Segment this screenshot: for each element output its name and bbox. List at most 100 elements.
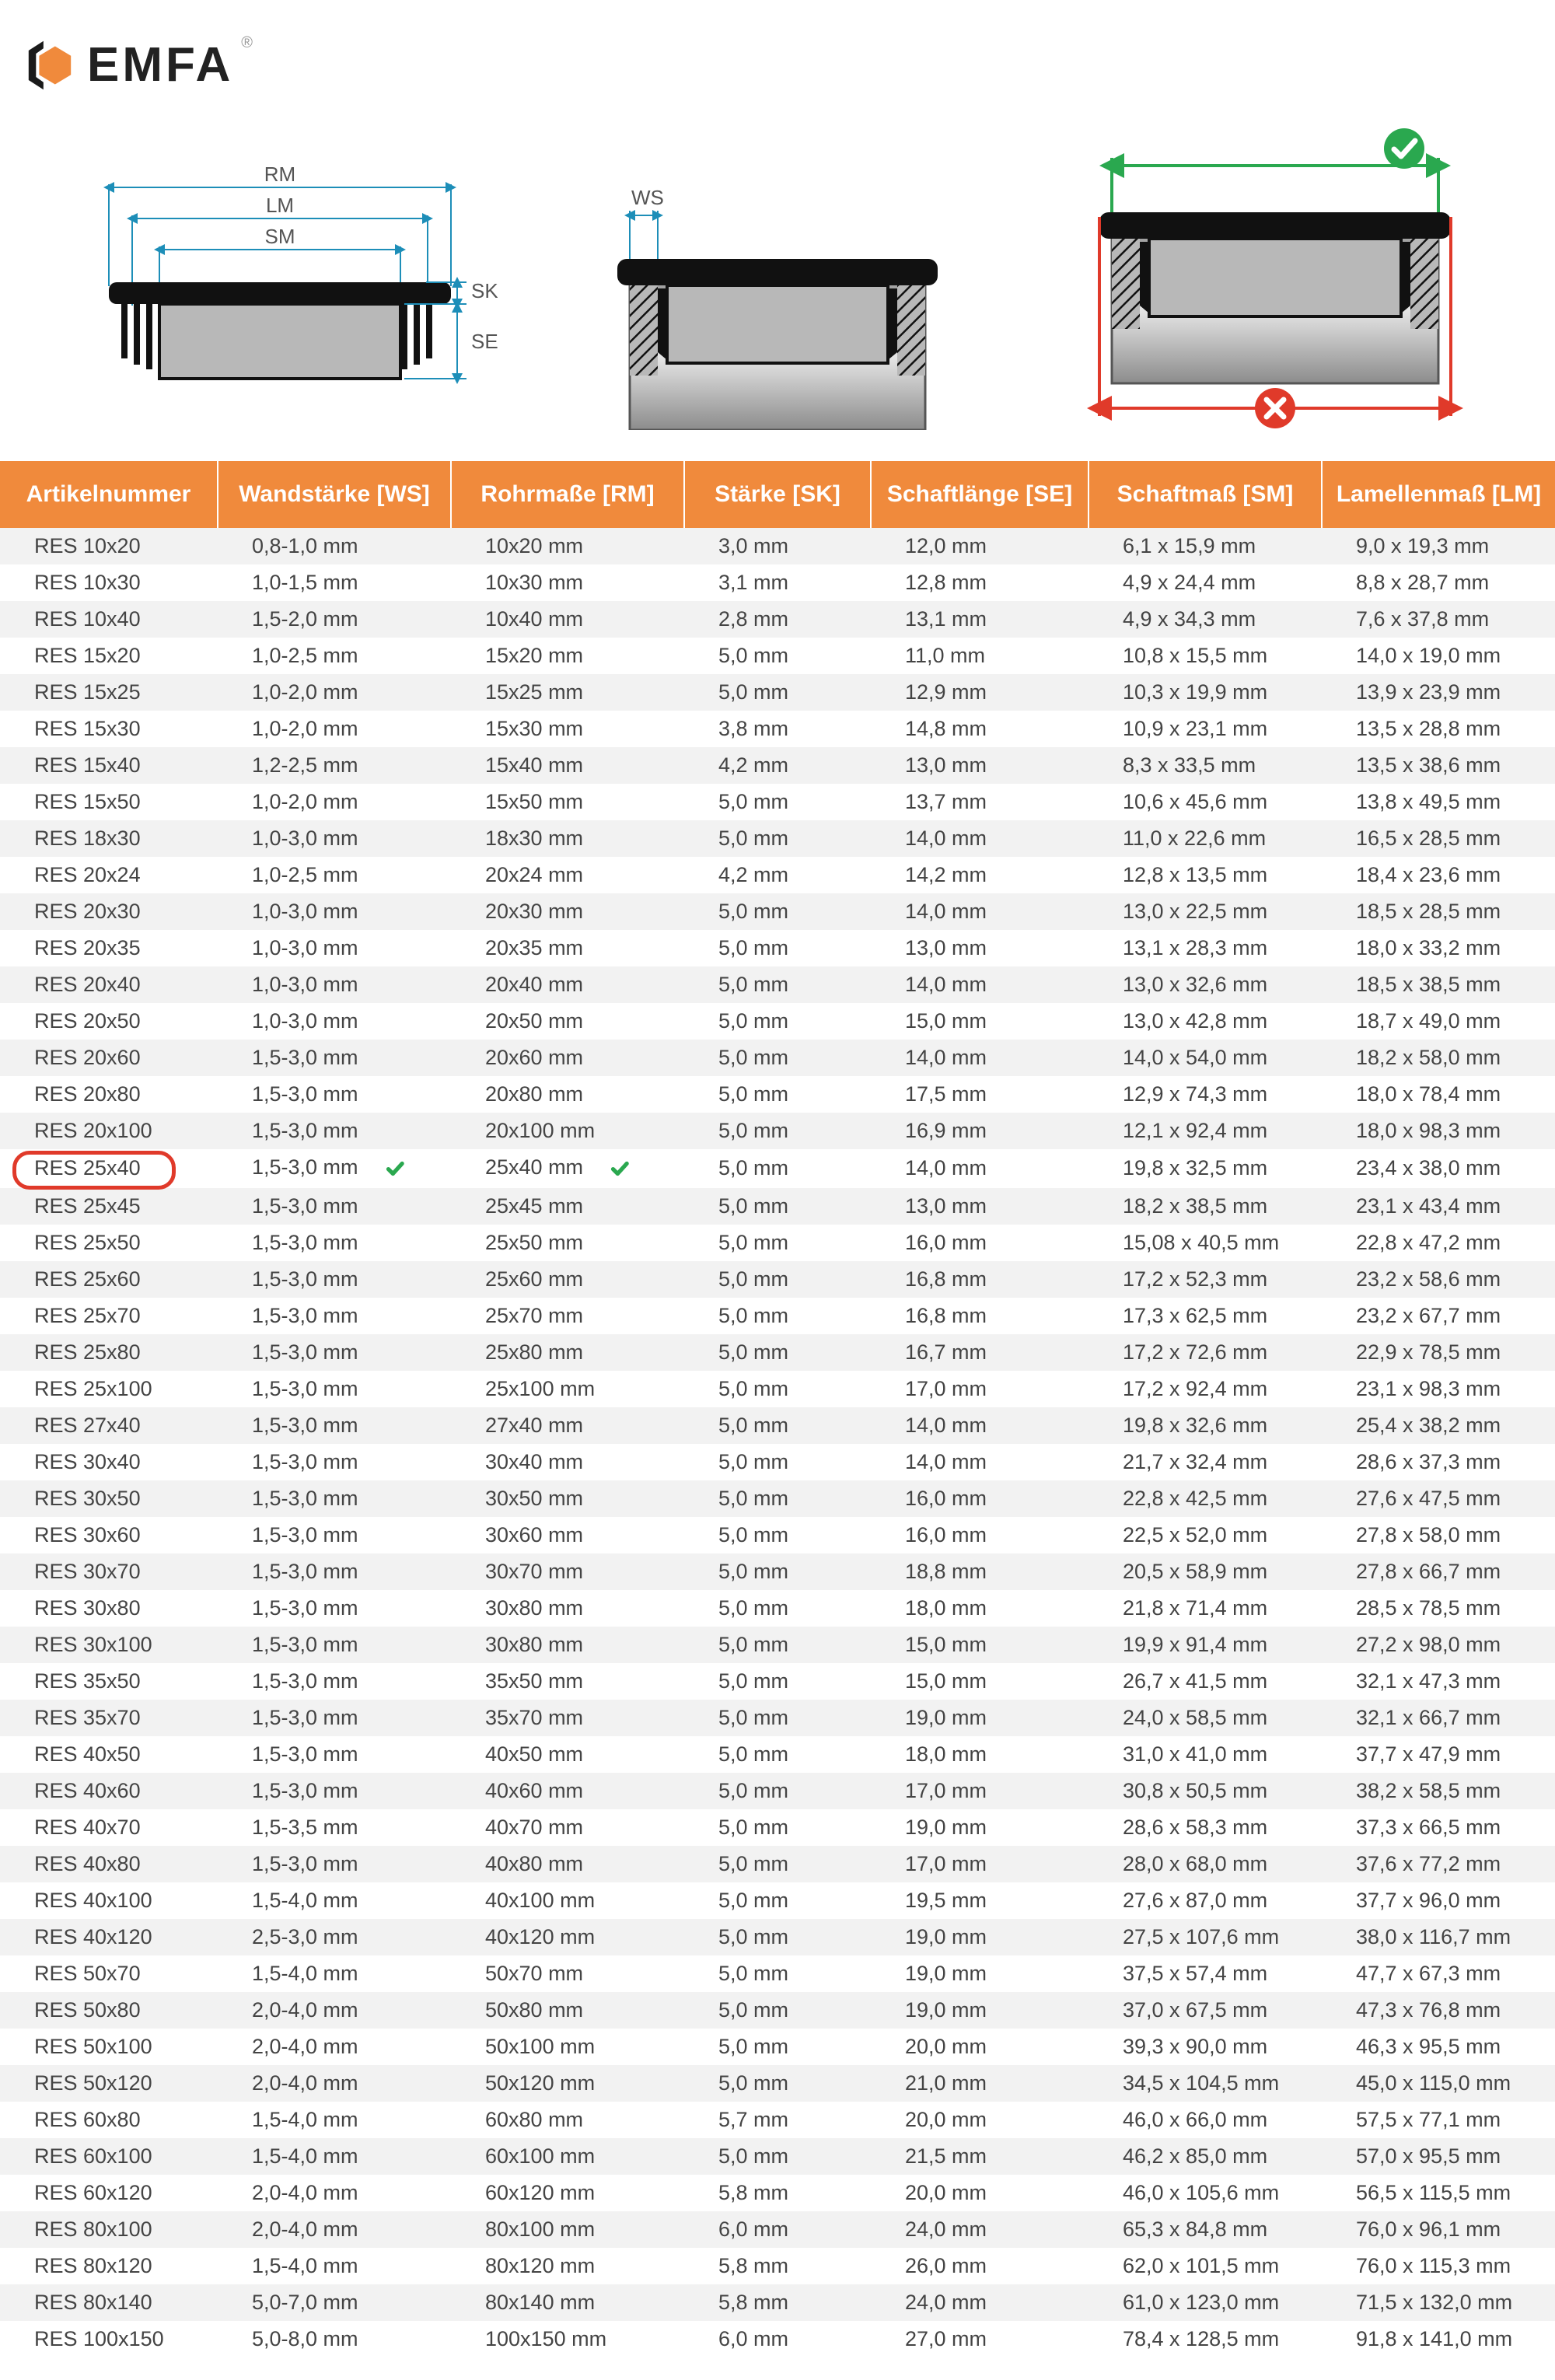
table-cell: RES 100x150 <box>0 2321 218 2357</box>
table-cell: RES 40x50 <box>0 1736 218 1773</box>
table-cell: 30x80 mm <box>451 1627 684 1663</box>
table-cell: 2,0-4,0 mm <box>218 2029 451 2065</box>
table-cell: 5,0 mm <box>684 1955 871 1992</box>
table-cell: 1,5-3,0 mm <box>218 1149 451 1188</box>
table-cell: RES 25x100 <box>0 1371 218 1407</box>
table-row: RES 30x701,5-3,0 mm30x70 mm5,0 mm18,8 mm… <box>0 1553 1555 1590</box>
table-cell: 10,6 x 45,6 mm <box>1088 784 1322 820</box>
table-cell: 47,3 x 76,8 mm <box>1322 1992 1555 2029</box>
table-cell: 19,0 mm <box>871 1700 1088 1736</box>
table-cell: 1,5-4,0 mm <box>218 1882 451 1919</box>
table-cell: 10x20 mm <box>451 528 684 564</box>
table-cell: 5,7 mm <box>684 2102 871 2138</box>
table-row: RES 20x1001,5-3,0 mm20x100 mm5,0 mm16,9 … <box>0 1113 1555 1149</box>
table-cell: 46,3 x 95,5 mm <box>1322 2029 1555 2065</box>
table-cell: 25x100 mm <box>451 1371 684 1407</box>
table-cell: 1,0-2,0 mm <box>218 784 451 820</box>
table-cell: 1,5-4,0 mm <box>218 2248 451 2284</box>
table-cell: 23,2 x 67,7 mm <box>1322 1298 1555 1334</box>
table-cell: 1,5-3,0 mm <box>218 1627 451 1663</box>
table-cell: 19,0 mm <box>871 1919 1088 1955</box>
table-cell: 80x100 mm <box>451 2211 684 2248</box>
table-cell: RES 10x40 <box>0 601 218 638</box>
table-row: RES 25x451,5-3,0 mm25x45 mm5,0 mm13,0 mm… <box>0 1188 1555 1225</box>
table-cell: 2,8 mm <box>684 601 871 638</box>
table-cell: RES 35x50 <box>0 1663 218 1700</box>
table-cell: 17,2 x 72,6 mm <box>1088 1334 1322 1371</box>
table-cell: 1,5-4,0 mm <box>218 2102 451 2138</box>
table-cell: 35x50 mm <box>451 1663 684 1700</box>
table-cell: 20x40 mm <box>451 966 684 1003</box>
table-cell: RES 80x100 <box>0 2211 218 2248</box>
logo-registered: ® <box>241 34 253 52</box>
label-ws: WS <box>631 186 664 209</box>
table-cell: 37,3 x 66,5 mm <box>1322 1809 1555 1846</box>
table-cell: 5,0 mm <box>684 1298 871 1334</box>
table-row: RES 27x401,5-3,0 mm27x40 mm5,0 mm14,0 mm… <box>0 1407 1555 1444</box>
table-cell: 76,0 x 96,1 mm <box>1322 2211 1555 2248</box>
table-cell: 14,0 mm <box>871 1407 1088 1444</box>
table-cell: RES 10x20 <box>0 528 218 564</box>
table-cell: 4,2 mm <box>684 747 871 784</box>
table-cell: 50x120 mm <box>451 2065 684 2102</box>
table-cell: 60x80 mm <box>451 2102 684 2138</box>
table-cell: 27,5 x 107,6 mm <box>1088 1919 1322 1955</box>
table-row: RES 40x801,5-3,0 mm40x80 mm5,0 mm17,0 mm… <box>0 1846 1555 1882</box>
table-cell: 1,0-3,0 mm <box>218 966 451 1003</box>
table-cell: 14,2 mm <box>871 857 1088 893</box>
label-sm: SM <box>265 225 295 248</box>
table-cell: 24,0 x 58,5 mm <box>1088 1700 1322 1736</box>
table-cell: RES 35x70 <box>0 1700 218 1736</box>
label-se: SE <box>471 330 498 353</box>
table-cell: 91,8 x 141,0 mm <box>1322 2321 1555 2357</box>
logo-text: EMFA <box>87 37 233 93</box>
table-header: ArtikelnummerWandstärke [WS]Rohrmaße [RM… <box>0 461 1555 528</box>
table-row: RES 20x301,0-3,0 mm20x30 mm5,0 mm14,0 mm… <box>0 893 1555 930</box>
table-cell: 7,6 x 37,8 mm <box>1322 601 1555 638</box>
table-cell: RES 20x35 <box>0 930 218 966</box>
table-cell: 46,0 x 66,0 mm <box>1088 2102 1322 2138</box>
table-row: RES 80x1002,0-4,0 mm80x100 mm6,0 mm24,0 … <box>0 2211 1555 2248</box>
table-cell: 5,0 mm <box>684 1334 871 1371</box>
table-cell: RES 80x140 <box>0 2284 218 2321</box>
table-cell: 1,5-3,0 mm <box>218 1076 451 1113</box>
table-cell: 1,5-3,0 mm <box>218 1371 451 1407</box>
table-cell: 14,0 mm <box>871 1149 1088 1188</box>
table-cell: 46,2 x 85,0 mm <box>1088 2138 1322 2175</box>
table-cell: 1,5-3,0 mm <box>218 1334 451 1371</box>
table-cell: 30,8 x 50,5 mm <box>1088 1773 1322 1809</box>
table-cell: 21,5 mm <box>871 2138 1088 2175</box>
table-cell: 28,0 x 68,0 mm <box>1088 1846 1322 1882</box>
table-cell: 5,0 mm <box>684 1663 871 1700</box>
table-cell: 1,5-3,0 mm <box>218 1700 451 1736</box>
table-cell: 5,0 mm <box>684 1627 871 1663</box>
table-cell: 10x40 mm <box>451 601 684 638</box>
table-cell: 65,3 x 84,8 mm <box>1088 2211 1322 2248</box>
table-cell: 6,0 mm <box>684 2211 871 2248</box>
table-cell: 15x25 mm <box>451 674 684 711</box>
table-cell: 14,0 mm <box>871 893 1088 930</box>
table-row: RES 60x801,5-4,0 mm60x80 mm5,7 mm20,0 mm… <box>0 2102 1555 2138</box>
table-cell: 5,0 mm <box>684 1480 871 1517</box>
table-cell: 57,5 x 77,1 mm <box>1322 2102 1555 2138</box>
table-cell: 20,0 mm <box>871 2029 1088 2065</box>
table-cell: 25,4 x 38,2 mm <box>1322 1407 1555 1444</box>
table-cell: 37,0 x 67,5 mm <box>1088 1992 1322 2029</box>
table-cell: 13,0 x 42,8 mm <box>1088 1003 1322 1040</box>
table-cell: 1,0-3,0 mm <box>218 820 451 857</box>
table-cell: 19,8 x 32,5 mm <box>1088 1149 1322 1188</box>
table-cell: 16,0 mm <box>871 1480 1088 1517</box>
table-row: RES 20x401,0-3,0 mm20x40 mm5,0 mm14,0 mm… <box>0 966 1555 1003</box>
table-cell: 1,5-3,0 mm <box>218 1773 451 1809</box>
table-cell: 16,0 mm <box>871 1225 1088 1261</box>
table-cell: 12,9 x 74,3 mm <box>1088 1076 1322 1113</box>
table-cell: 27,8 x 66,7 mm <box>1322 1553 1555 1590</box>
table-row: RES 40x501,5-3,0 mm40x50 mm5,0 mm18,0 mm… <box>0 1736 1555 1773</box>
table-cell: 5,0 mm <box>684 784 871 820</box>
table-cell: 2,0-4,0 mm <box>218 1992 451 2029</box>
table-cell: 30x40 mm <box>451 1444 684 1480</box>
table-cell: 20,0 mm <box>871 2175 1088 2211</box>
table-cell: 2,5-3,0 mm <box>218 1919 451 1955</box>
table-cell: 14,0 mm <box>871 966 1088 1003</box>
table-row: RES 30x801,5-3,0 mm30x80 mm5,0 mm18,0 mm… <box>0 1590 1555 1627</box>
